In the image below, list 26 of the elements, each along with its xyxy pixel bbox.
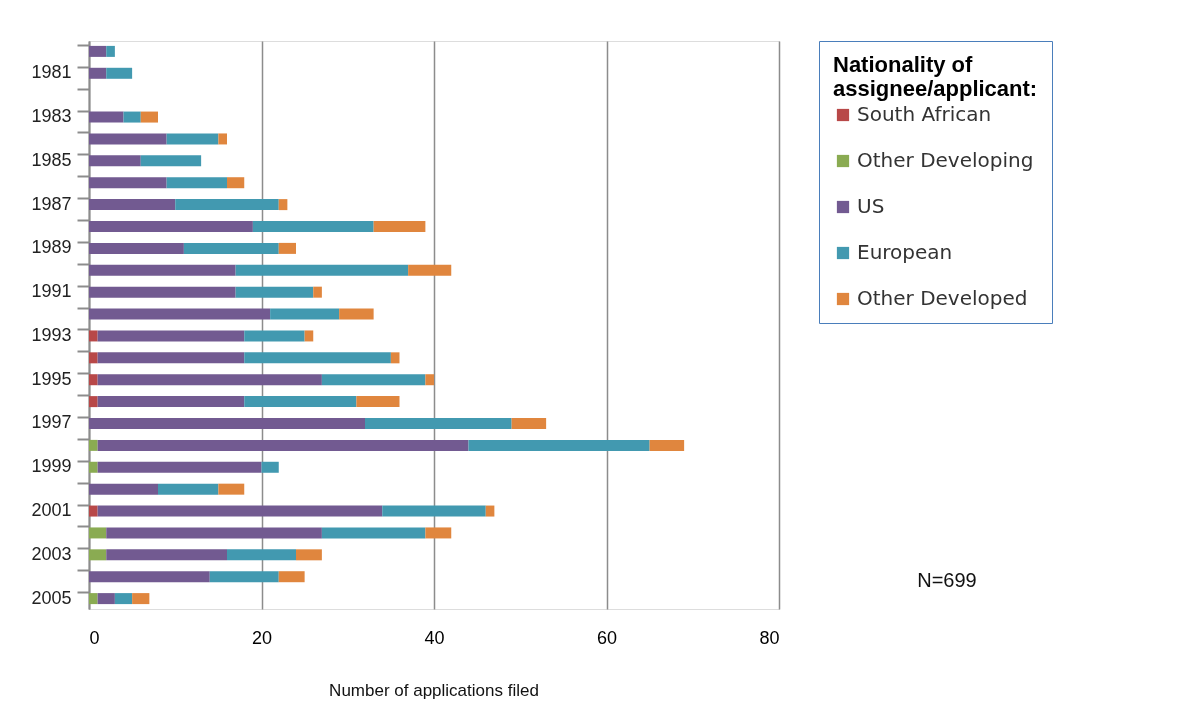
legend-title: Nationality of assignee/applicant: — [833, 52, 1038, 101]
legend-label: Other Developing — [857, 148, 1034, 172]
y-tick-label: 1989 — [31, 237, 72, 258]
legend-label: Other Developed — [857, 286, 1028, 310]
x-tick-label: 60 — [596, 627, 618, 648]
x-tick-label: 80 — [759, 627, 780, 648]
x-tick-label: 20 — [251, 627, 273, 648]
x-tick-label: 40 — [424, 627, 445, 648]
y-tick-label: 1995 — [31, 368, 72, 389]
legend-label: US — [857, 194, 885, 218]
x-axis-title: Number of applications filed — [329, 681, 539, 700]
y-tick-label: 1983 — [31, 106, 72, 127]
y-tick-label: 2001 — [31, 500, 72, 521]
y-tick-label: 1999 — [31, 456, 72, 477]
y-tick-label: 2003 — [31, 543, 72, 564]
text: N=699 — [917, 569, 977, 591]
y-tick-label: 1987 — [31, 193, 72, 214]
legend-label: European — [857, 240, 953, 264]
y-tick-label: 1997 — [31, 412, 72, 433]
y-tick-label: 1991 — [31, 281, 72, 302]
y-tick-label: 2005 — [31, 587, 72, 608]
y-tick-label: 1981 — [31, 62, 72, 83]
y-tick-label: 1993 — [31, 324, 72, 345]
legend-label: South African — [857, 102, 992, 126]
x-tick-label: 0 — [89, 627, 100, 648]
y-tick-label: 1985 — [31, 149, 72, 170]
